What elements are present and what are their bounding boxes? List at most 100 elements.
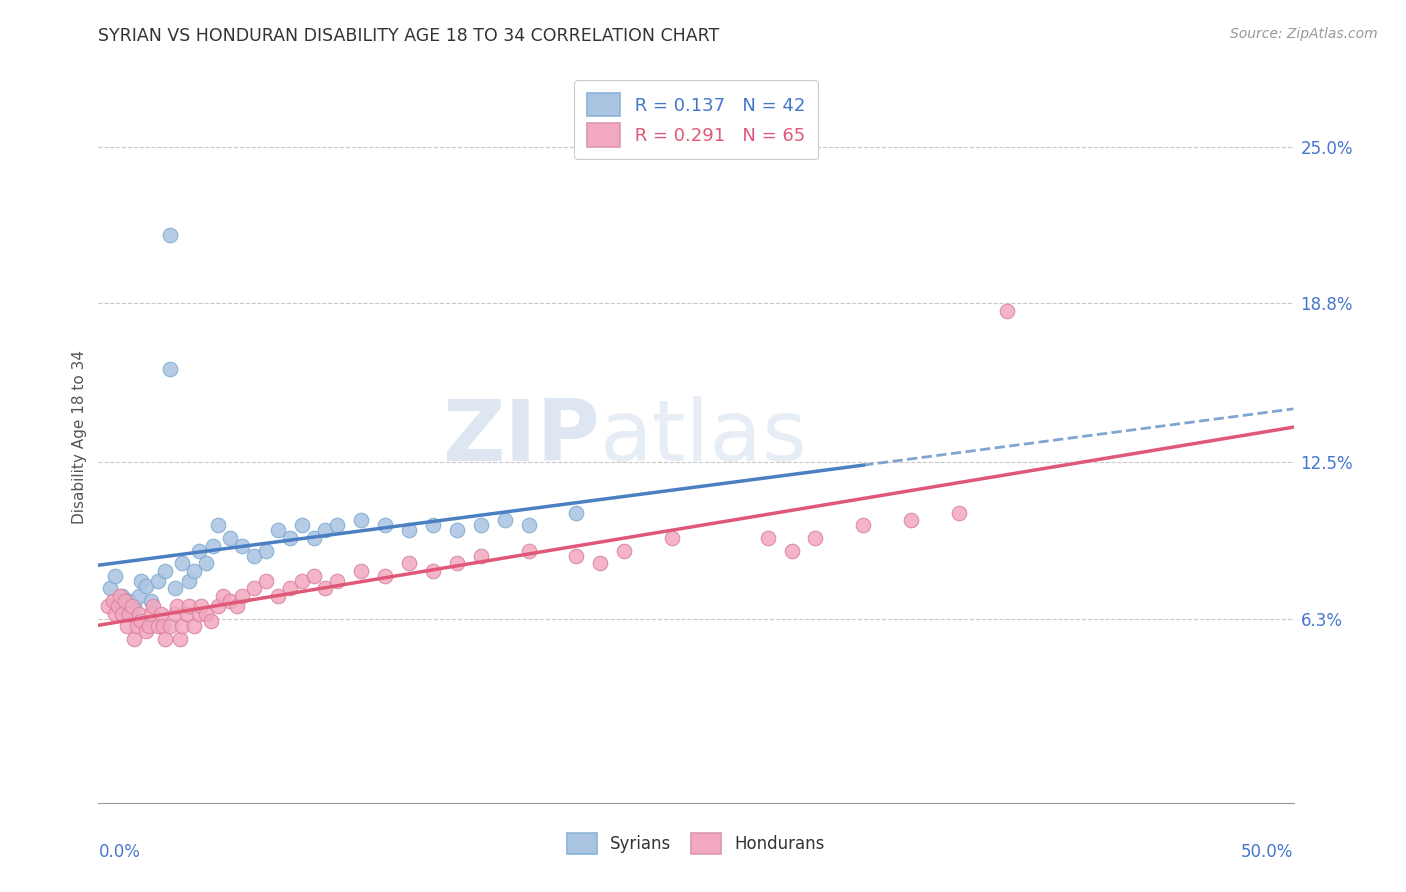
- Point: [219, 531, 242, 545]
- Point: [302, 569, 325, 583]
- Point: [200, 614, 222, 628]
- Y-axis label: Disability Age 18 to 34: Disability Age 18 to 34: [72, 350, 87, 524]
- Text: atlas: atlas: [600, 395, 808, 479]
- Point: [243, 549, 266, 563]
- Point: [128, 589, 150, 603]
- Point: [108, 589, 131, 603]
- Point: [315, 524, 337, 538]
- Point: [350, 513, 373, 527]
- Point: [169, 632, 191, 646]
- Point: [254, 574, 277, 588]
- Point: [211, 589, 233, 603]
- Point: [243, 582, 266, 596]
- Text: 50.0%: 50.0%: [1241, 843, 1294, 861]
- Point: [315, 582, 337, 596]
- Point: [254, 543, 277, 558]
- Point: [176, 607, 198, 621]
- Point: [98, 582, 122, 596]
- Point: [166, 599, 188, 613]
- Point: [138, 619, 160, 633]
- Point: [756, 531, 779, 545]
- Point: [231, 539, 253, 553]
- Point: [446, 556, 468, 570]
- Point: [202, 539, 225, 553]
- Point: [183, 564, 205, 578]
- Point: [114, 594, 136, 608]
- Point: [374, 569, 396, 583]
- Point: [159, 228, 181, 243]
- Point: [148, 619, 170, 633]
- Text: 0.0%: 0.0%: [98, 843, 141, 861]
- Point: [163, 582, 186, 596]
- Point: [267, 589, 290, 603]
- Point: [470, 518, 492, 533]
- Point: [398, 556, 420, 570]
- Point: [163, 607, 186, 621]
- Point: [995, 304, 1018, 318]
- Text: ZIP: ZIP: [443, 395, 600, 479]
- Point: [187, 607, 209, 621]
- Point: [470, 549, 492, 563]
- Point: [661, 531, 683, 545]
- Point: [290, 518, 312, 533]
- Point: [172, 619, 194, 633]
- Point: [190, 599, 212, 613]
- Point: [131, 614, 153, 628]
- Point: [517, 543, 540, 558]
- Point: [207, 599, 229, 613]
- Point: [128, 607, 150, 621]
- Point: [118, 607, 141, 621]
- Point: [142, 599, 165, 613]
- Point: [125, 619, 148, 633]
- Point: [613, 543, 636, 558]
- Legend:  R = 0.137   N = 42,  R = 0.291   N = 65: R = 0.137 N = 42, R = 0.291 N = 65: [575, 80, 817, 160]
- Point: [326, 574, 349, 588]
- Point: [398, 524, 420, 538]
- Point: [350, 564, 373, 578]
- Point: [900, 513, 922, 527]
- Text: Source: ZipAtlas.com: Source: ZipAtlas.com: [1230, 27, 1378, 41]
- Point: [179, 599, 201, 613]
- Point: [115, 607, 138, 621]
- Point: [565, 549, 588, 563]
- Point: [118, 594, 141, 608]
- Point: [183, 619, 205, 633]
- Point: [97, 599, 120, 613]
- Point: [267, 524, 290, 538]
- Point: [101, 594, 124, 608]
- Point: [104, 569, 127, 583]
- Point: [104, 607, 127, 621]
- Point: [107, 599, 129, 613]
- Point: [422, 564, 444, 578]
- Point: [446, 524, 468, 538]
- Point: [115, 619, 138, 633]
- Point: [226, 599, 249, 613]
- Point: [135, 624, 157, 639]
- Point: [278, 582, 301, 596]
- Point: [111, 607, 134, 621]
- Text: SYRIAN VS HONDURAN DISABILITY AGE 18 TO 34 CORRELATION CHART: SYRIAN VS HONDURAN DISABILITY AGE 18 TO …: [98, 27, 720, 45]
- Point: [139, 607, 162, 621]
- Point: [187, 543, 209, 558]
- Point: [179, 574, 201, 588]
- Point: [131, 574, 153, 588]
- Point: [374, 518, 396, 533]
- Point: [422, 518, 444, 533]
- Point: [290, 574, 312, 588]
- Point: [194, 607, 217, 621]
- Point: [494, 513, 516, 527]
- Point: [155, 564, 177, 578]
- Point: [159, 362, 181, 376]
- Point: [152, 619, 174, 633]
- Point: [780, 543, 803, 558]
- Point: [565, 506, 588, 520]
- Point: [124, 599, 146, 613]
- Point: [194, 556, 217, 570]
- Point: [231, 589, 253, 603]
- Point: [135, 579, 157, 593]
- Point: [159, 619, 181, 633]
- Point: [172, 556, 194, 570]
- Point: [278, 531, 301, 545]
- Point: [111, 589, 134, 603]
- Point: [149, 607, 172, 621]
